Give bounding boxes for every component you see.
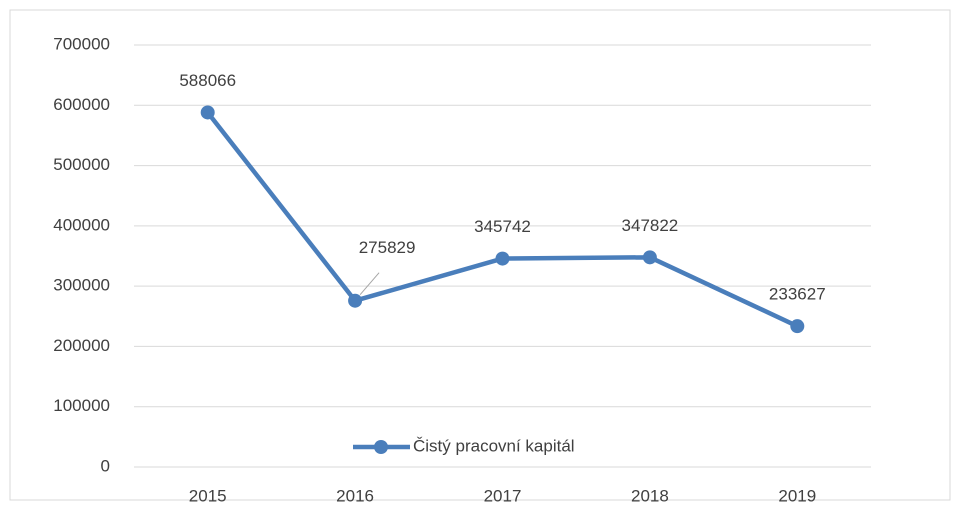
data-label: 275829 — [359, 238, 416, 257]
data-label: 588066 — [179, 71, 236, 90]
y-tick-label: 500000 — [53, 155, 110, 174]
x-tick-label: 2017 — [484, 486, 522, 505]
legend-marker — [374, 440, 388, 454]
y-tick-label: 100000 — [53, 396, 110, 415]
leader-line — [359, 272, 380, 296]
data-label: 233627 — [769, 285, 826, 304]
data-point — [642, 250, 657, 265]
y-tick-label: 300000 — [53, 276, 110, 295]
legend-label: Čistý pracovní kapitál — [413, 436, 575, 455]
y-tick-label: 200000 — [53, 336, 110, 355]
y-tick-label: 400000 — [53, 215, 110, 234]
data-point — [495, 251, 510, 266]
data-label: 345742 — [474, 217, 531, 236]
data-point — [348, 293, 363, 308]
data-point — [790, 319, 805, 334]
x-tick-label: 2018 — [631, 486, 669, 505]
y-tick-label: 600000 — [53, 95, 110, 114]
x-tick-label: 2015 — [189, 486, 227, 505]
x-tick-label: 2019 — [778, 486, 816, 505]
x-tick-label: 2016 — [336, 486, 374, 505]
y-tick-label: 700000 — [53, 34, 110, 53]
data-point — [200, 105, 215, 120]
data-label: 347822 — [622, 216, 679, 235]
chart-border — [9, 9, 951, 501]
y-tick-label: 0 — [101, 456, 110, 475]
